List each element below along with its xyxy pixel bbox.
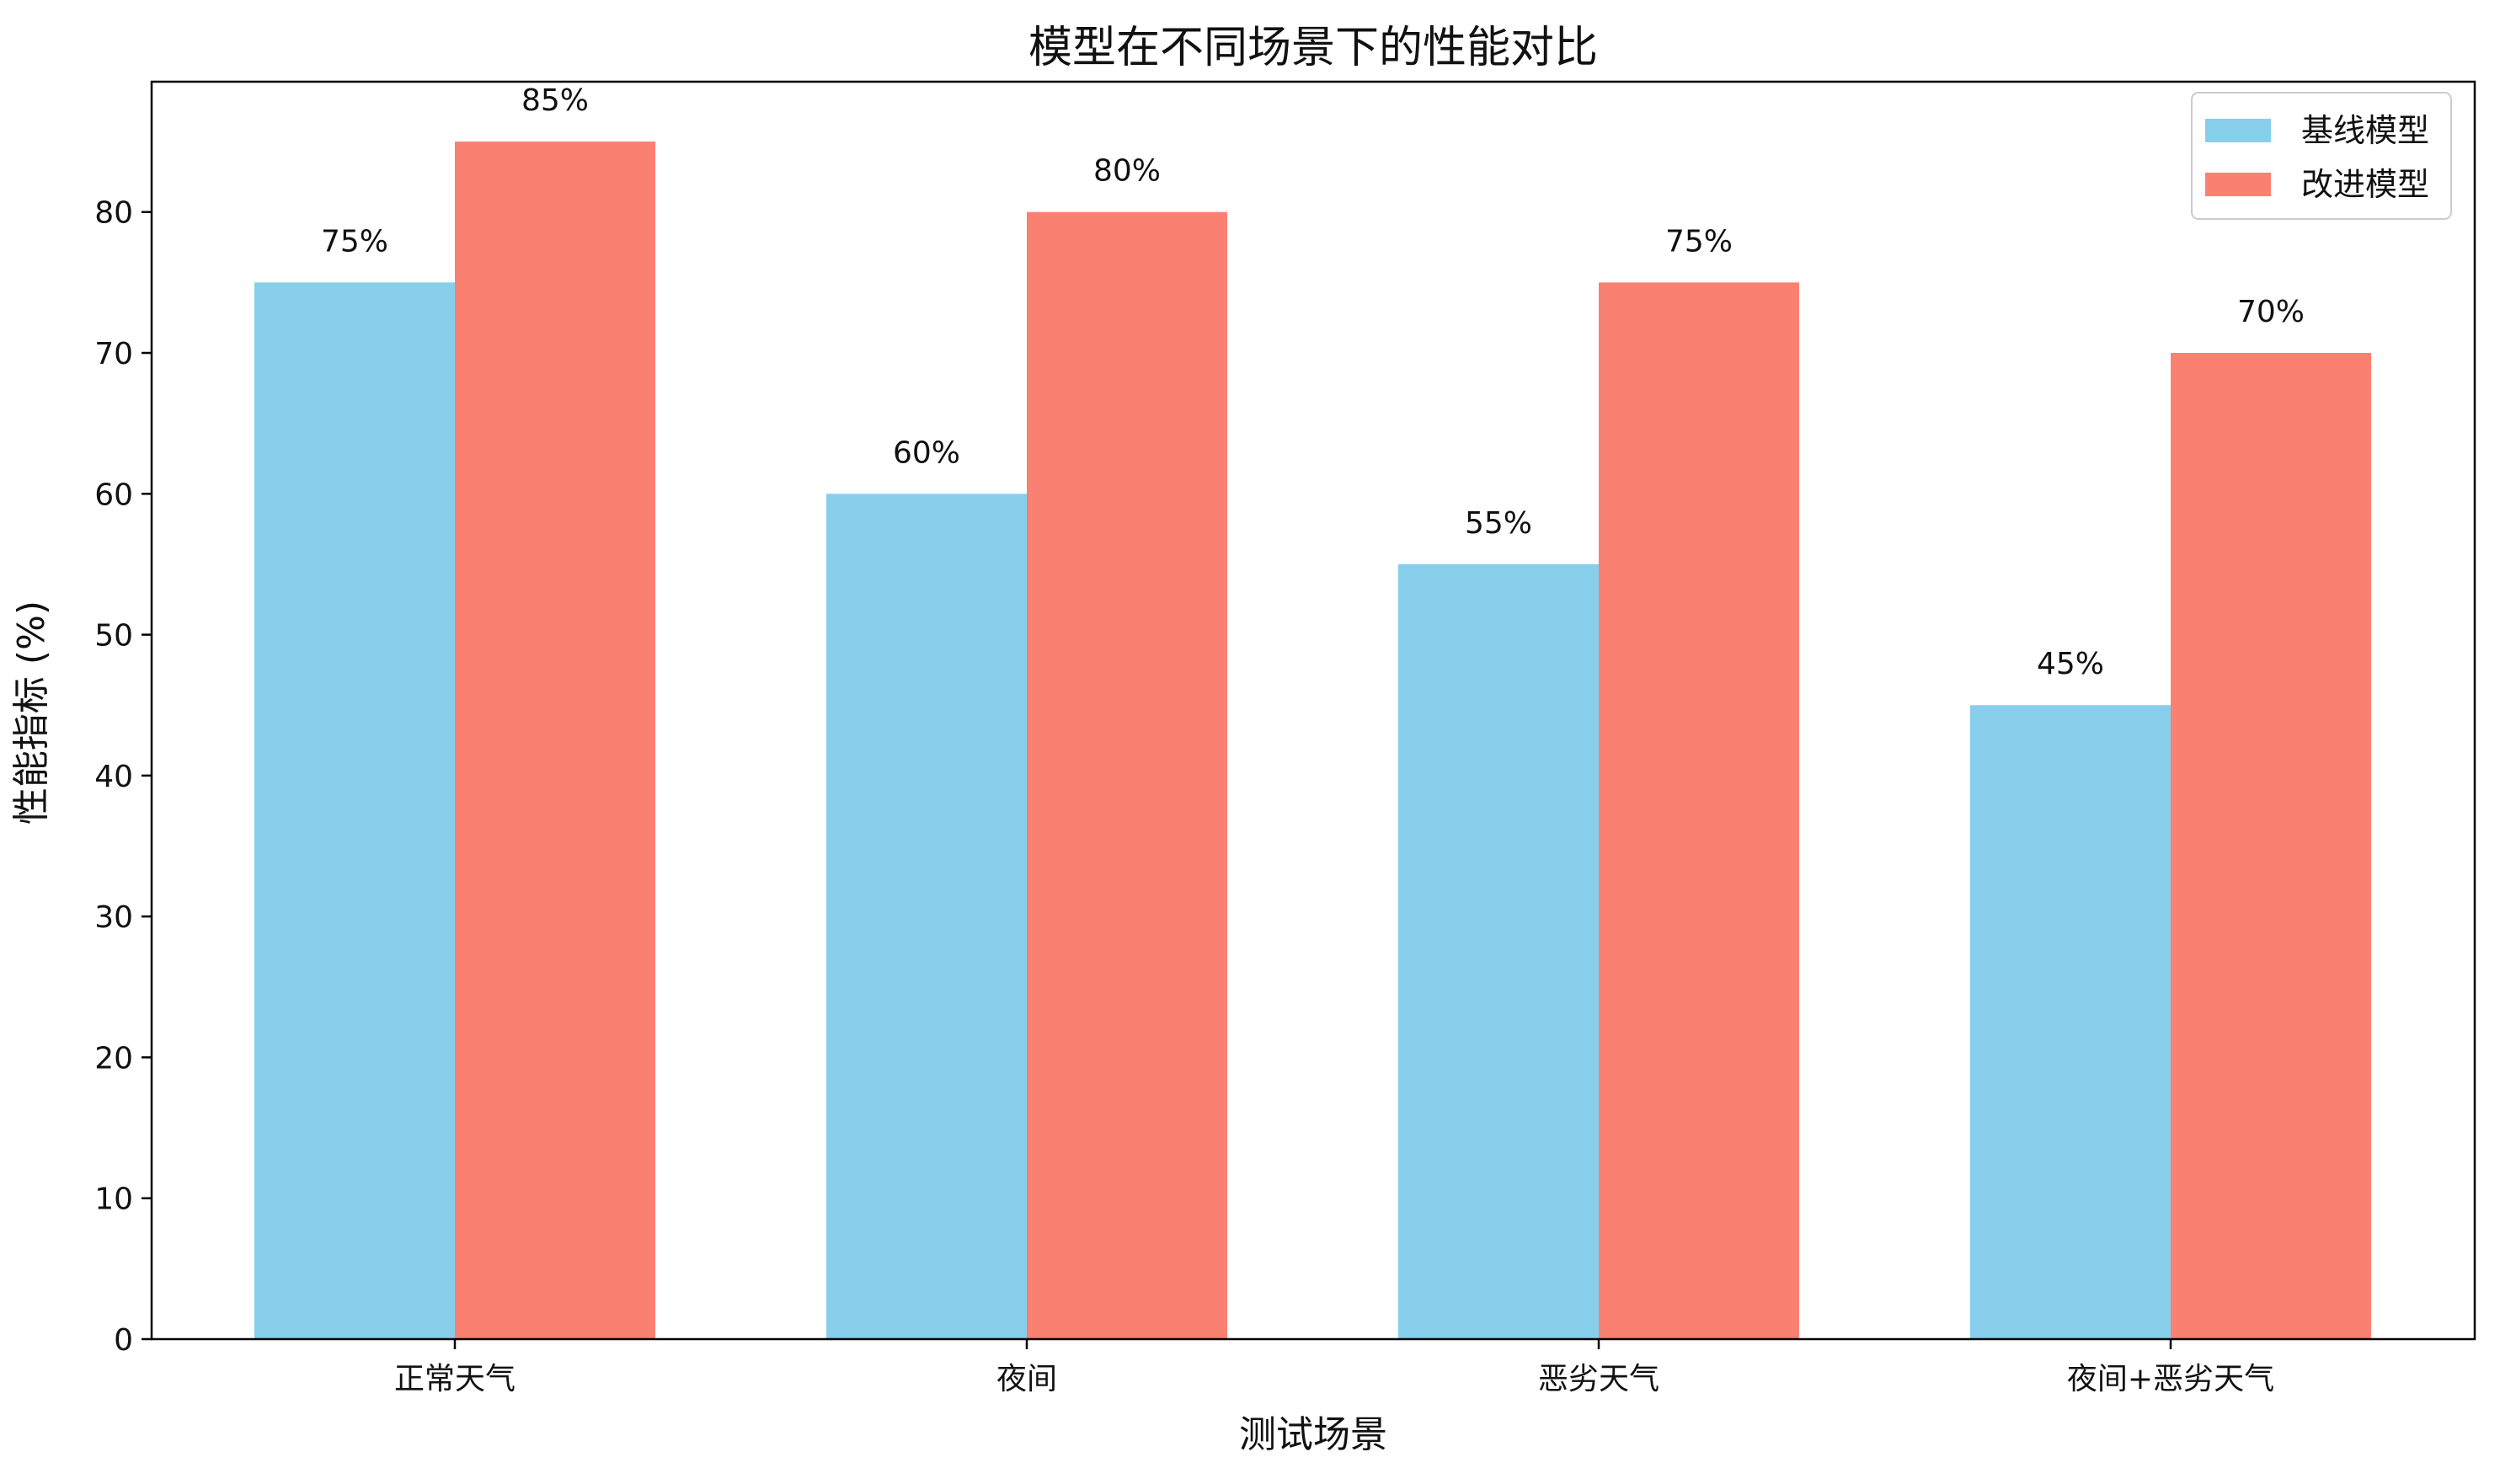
plot-frame bbox=[150, 80, 2476, 1341]
bar-improved bbox=[455, 141, 655, 1340]
legend-swatch bbox=[2205, 173, 2271, 196]
plot-area: 75% 85% 60% 80% 55% 75% 45% 70% bbox=[254, 83, 2371, 1340]
data-label: 85% bbox=[521, 83, 589, 118]
y-tick-label: 0 bbox=[114, 1323, 133, 1358]
x-tick-label: 恶劣天气 bbox=[1538, 1362, 1659, 1396]
bar-baseline bbox=[254, 282, 455, 1339]
y-tick-label: 70 bbox=[94, 337, 133, 371]
data-label: 75% bbox=[1665, 224, 1733, 259]
x-axis: 正常天气 夜间 恶劣天气 夜间+恶劣天气 bbox=[394, 1339, 2274, 1396]
y-tick-label: 50 bbox=[94, 619, 133, 654]
bar-baseline bbox=[1970, 705, 2171, 1339]
legend-swatch bbox=[2205, 119, 2271, 142]
bar-improved bbox=[1027, 211, 1227, 1339]
x-axis-label: 测试场景 bbox=[1239, 1413, 1387, 1456]
y-tick-label: 30 bbox=[94, 900, 133, 935]
y-tick-label: 10 bbox=[94, 1182, 133, 1217]
data-label: 60% bbox=[893, 435, 960, 470]
data-label: 75% bbox=[321, 224, 388, 259]
y-tick-label: 20 bbox=[94, 1041, 133, 1076]
y-tick-label: 60 bbox=[94, 478, 133, 512]
x-tick-label: 夜间 bbox=[996, 1362, 1057, 1396]
bar-baseline bbox=[826, 494, 1027, 1339]
y-axis: 0 10 20 30 40 50 60 70 80 bbox=[94, 196, 152, 1358]
data-label: 45% bbox=[2037, 647, 2104, 681]
bar-improved bbox=[1599, 282, 1799, 1339]
bar-baseline bbox=[1398, 563, 1599, 1339]
y-axis-label: 性能指标 (%) bbox=[10, 601, 53, 825]
bar-improved bbox=[2171, 353, 2371, 1339]
data-label: 70% bbox=[2237, 295, 2305, 329]
data-label: 55% bbox=[1465, 506, 1532, 541]
legend-entry: 基线模型 bbox=[2301, 112, 2429, 149]
chart-title: 模型在不同场景下的性能对比 bbox=[1028, 23, 1598, 73]
y-tick-label: 40 bbox=[94, 760, 133, 794]
x-tick-label: 夜间+恶劣天气 bbox=[2067, 1362, 2274, 1396]
y-tick-label: 80 bbox=[94, 196, 133, 231]
x-tick-label: 正常天气 bbox=[394, 1362, 515, 1396]
data-label: 80% bbox=[1093, 154, 1161, 189]
legend-entry: 改进模型 bbox=[2301, 166, 2429, 203]
